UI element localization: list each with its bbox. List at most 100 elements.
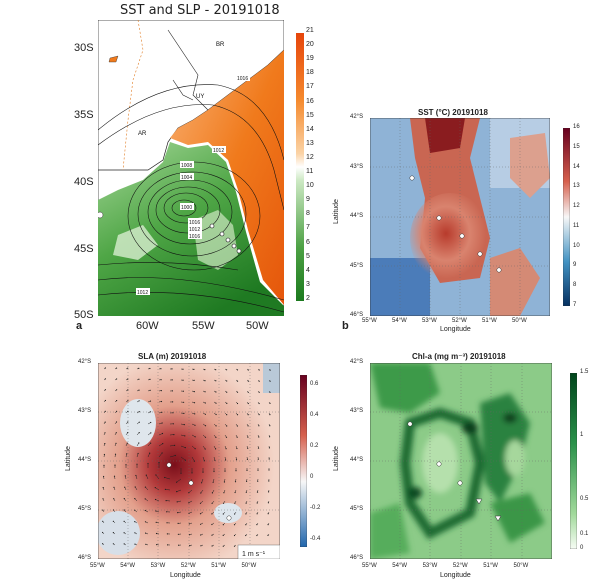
contour-label: 1008: [181, 163, 192, 169]
panel-c-title: SLA (m) 20191018: [138, 352, 207, 361]
panel-b-xlabel: Longitude: [440, 326, 471, 333]
region-label-br: BR: [216, 42, 225, 48]
tick-label: 0.1: [580, 530, 589, 537]
tick-label: 52°W: [452, 318, 467, 324]
panel-d-title: Chl-a (mg m⁻³) 20191018: [412, 352, 506, 361]
tick-label: 10: [573, 242, 580, 249]
tick-label: 14: [573, 163, 580, 170]
tick-label: 0.6: [310, 381, 319, 387]
region-label-uy: UY: [196, 94, 204, 100]
tick-label: 55°W: [90, 563, 105, 569]
lon-tick: 50W: [246, 320, 269, 332]
tick-label: 8: [306, 210, 310, 218]
tick-label: 53°W: [150, 563, 166, 569]
panel-d-ylabel: Latitude: [332, 446, 340, 471]
tick-label: 2: [306, 295, 310, 302]
tick-label: 51°W: [211, 563, 226, 569]
tick-label: 43°S: [350, 408, 364, 414]
tick-label: 4: [306, 266, 310, 274]
tick-label: 52°W: [452, 563, 468, 569]
tick-label: 19: [306, 55, 314, 63]
panel-c: SLA (m) 20191018 1 m s⁻¹ 42°S 43°S 44°S 45°…: [65, 345, 340, 585]
tick-label: 0: [580, 545, 584, 551]
lat-tick: 35S: [74, 109, 94, 121]
tick-label: 1: [580, 432, 584, 439]
tick-label: 3: [306, 280, 310, 288]
contour-label: 1012: [189, 227, 200, 233]
lat-tick: 45S: [74, 243, 94, 255]
lat-tick: 30S: [74, 42, 94, 54]
lat-tick: 50S: [74, 309, 94, 321]
tick-label: 55°W: [362, 318, 377, 324]
tick-label: 50°W: [512, 318, 527, 324]
tick-label: 44°S: [350, 457, 364, 463]
tick-label: 45°S: [350, 262, 364, 269]
panel-a: SST and SLP - 20191018: [0, 0, 330, 340]
tick-label: 7: [573, 302, 577, 308]
tick-label: 9: [573, 262, 577, 269]
tick-label: 55°W: [362, 563, 377, 569]
tick-label: 45°S: [78, 506, 92, 512]
panel-c-ylabel: Latitude: [64, 446, 72, 471]
tick-label: 18: [306, 69, 314, 77]
tick-label: 43°S: [350, 163, 364, 170]
contour-label: 1012: [213, 148, 224, 154]
panel-b-colorbar: [563, 128, 570, 306]
panel-d-xlabel: Longitude: [440, 572, 471, 579]
contour-label: 1016: [237, 76, 248, 82]
panel-c-map: [98, 363, 280, 559]
tick-label: 9: [306, 196, 310, 204]
tick-label: -0.2: [310, 505, 321, 511]
tick-label: 8: [573, 282, 577, 289]
tick-label: 16: [573, 124, 580, 130]
panel-a-title: SST and SLP - 20191018: [120, 3, 280, 18]
panel-b: SST (°C) 20191018 42°S 43°S 44°S 45°S 46°S 5…: [330, 100, 613, 340]
contour-label: 1012: [137, 290, 148, 296]
tick-label: 43°S: [78, 408, 92, 414]
tick-label: 50°W: [241, 563, 257, 569]
contour-label: 1016: [189, 220, 200, 226]
tick-label: 12: [573, 203, 580, 210]
tick-label: 7: [306, 224, 310, 232]
tick-label: 54°W: [392, 563, 408, 569]
tick-label: 44°S: [78, 457, 92, 463]
lon-tick: 55W: [192, 320, 215, 332]
panel-a-label: a: [76, 320, 83, 332]
tick-label: 54°W: [392, 318, 407, 324]
scale-label: 1 m s⁻¹: [242, 551, 266, 558]
tick-label: 13: [306, 139, 314, 147]
tick-label: 11: [573, 222, 580, 229]
panel-d: Chl-a (mg m⁻³) 20191018: [330, 345, 613, 585]
tick-label: 53°W: [422, 318, 437, 324]
tick-label: 17: [306, 83, 314, 91]
tick-label: 13: [573, 183, 580, 190]
tick-label: 42°S: [350, 359, 364, 365]
tick-label: 6: [306, 238, 310, 246]
velocity-arrows: [102, 367, 271, 547]
tick-label: 0.5: [580, 495, 589, 502]
region-label-ar: AR: [138, 131, 147, 137]
tick-label: 42°S: [350, 114, 364, 120]
tick-label: 10: [306, 182, 314, 190]
tick-label: 11: [306, 168, 314, 176]
tick-label: 53°W: [422, 563, 438, 569]
tick-label: 54°W: [120, 563, 136, 569]
tick-label: 46°S: [350, 312, 364, 318]
tick-label: -0.4: [310, 536, 321, 542]
tick-label: 52°W: [180, 563, 196, 569]
panel-c-xlabel: Longitude: [170, 572, 201, 579]
tick-label: 51°W: [482, 318, 497, 324]
contour-label: 1016: [189, 234, 200, 240]
panel-b-label: b: [342, 320, 349, 332]
tick-label: 16: [306, 97, 314, 105]
tick-label: 14: [306, 125, 314, 133]
contour-label: 1004: [181, 175, 192, 181]
lon-tick: 60W: [136, 320, 159, 332]
panel-d-colorbar: [570, 373, 577, 549]
tick-label: 0: [310, 474, 314, 480]
contour-label: 1000: [181, 205, 192, 211]
tick-label: 20: [306, 41, 314, 49]
tick-label: 0.2: [310, 443, 319, 449]
tick-label: 0.4: [310, 412, 319, 418]
panel-b-map: [370, 118, 550, 316]
